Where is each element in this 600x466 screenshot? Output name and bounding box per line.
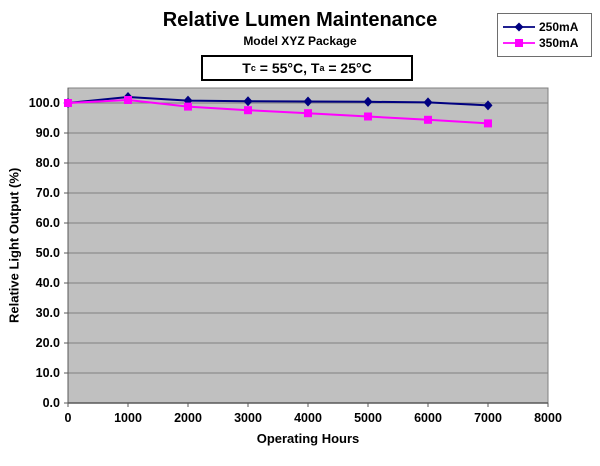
data-point-350mA — [484, 119, 492, 128]
plot-area — [67, 87, 549, 404]
y-axis-title: Relative Light Output (%) — [6, 167, 22, 324]
data-point-350mA — [424, 115, 432, 124]
y-tick-label: 80.0 — [36, 156, 60, 170]
series-line-250mA — [67, 96, 489, 107]
x-tick-label: 5000 — [354, 411, 382, 425]
data-point-250mA — [423, 97, 433, 108]
chart-title: Relative Lumen Maintenance — [162, 9, 438, 31]
y-tick-label: 20.0 — [36, 336, 60, 350]
legend-label: 250mA — [539, 20, 579, 34]
data-point-350mA — [184, 102, 192, 111]
data-point-350mA — [364, 112, 372, 121]
x-tick-label: 8000 — [534, 411, 562, 425]
y-tick-label: 70.0 — [36, 186, 60, 200]
y-tick-label: 10.0 — [36, 366, 60, 380]
legend-label: 350mA — [539, 36, 579, 50]
y-tick-label: 90.0 — [36, 126, 60, 140]
data-point-350mA — [304, 109, 312, 118]
data-point-250mA — [303, 96, 313, 107]
data-point-250mA — [483, 100, 493, 111]
annotation-text-part: T — [242, 60, 251, 76]
annotation-subscript: c — [250, 62, 256, 73]
series-line-350mA — [67, 99, 489, 125]
y-tick-label: 50.0 — [36, 246, 60, 260]
y-tick-label: 60.0 — [36, 216, 60, 230]
y-tick-label: 100.0 — [29, 96, 60, 110]
data-point-250mA — [243, 96, 253, 107]
legend: 250mA 350mA — [497, 13, 592, 57]
chart-subtitle: Model XYZ Package — [243, 34, 357, 48]
y-tick-label: 30.0 — [36, 306, 60, 320]
diamond-marker-icon — [503, 22, 535, 32]
y-tick-label: 0.0 — [43, 396, 60, 410]
legend-entry: 350mA — [503, 35, 585, 51]
x-tick-label: 1000 — [114, 411, 142, 425]
annotation-text-part: = 55°C, T — [255, 60, 320, 76]
data-point-350mA — [244, 106, 252, 115]
x-tick-label: 7000 — [474, 411, 502, 425]
annotation-text-part: = 25°C — [324, 60, 372, 76]
x-tick-label: 3000 — [234, 411, 262, 425]
y-tick-label: 40.0 — [36, 276, 60, 290]
x-tick-label: 0 — [65, 411, 72, 425]
legend-entry: 250mA — [503, 19, 585, 35]
x-tick-label: 2000 — [174, 411, 202, 425]
x-tick-label: 6000 — [414, 411, 442, 425]
x-axis-title: Operating Hours — [256, 431, 360, 446]
square-marker-icon — [503, 39, 535, 47]
data-point-350mA — [64, 99, 72, 107]
annotation-subscript: a — [319, 62, 325, 73]
data-point-350mA — [124, 96, 132, 104]
x-tick-label: 4000 — [294, 411, 322, 425]
data-point-250mA — [363, 96, 373, 107]
